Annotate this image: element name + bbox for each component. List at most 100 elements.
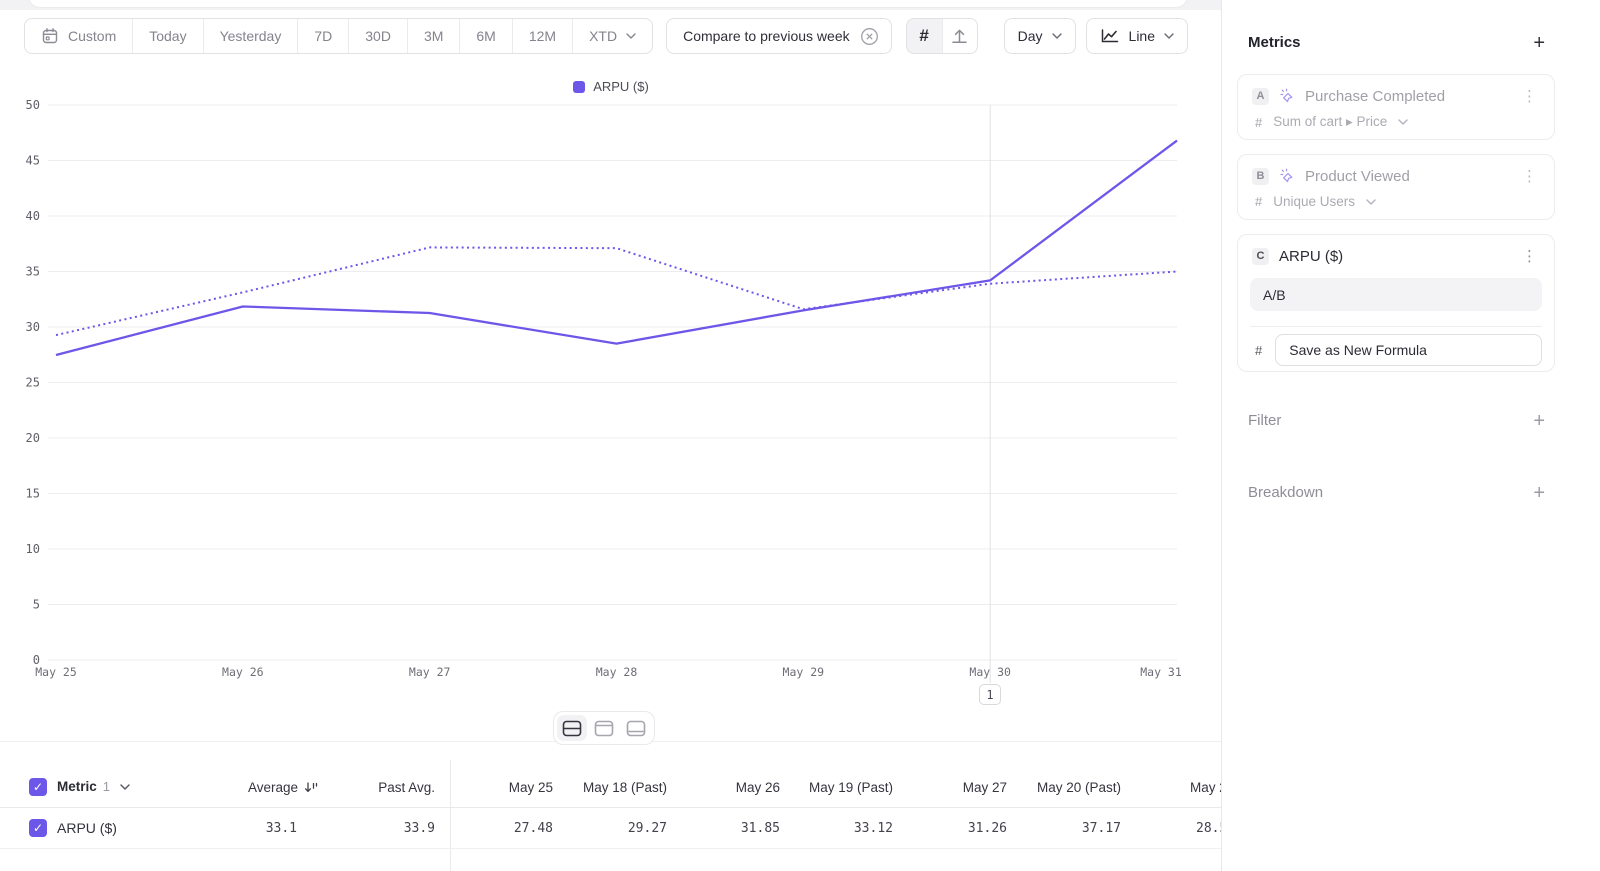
chart-display-toggles: #	[905, 18, 978, 54]
query-sidebar: Metrics + A Purchase Completed ⋮ # Sum o…	[1223, 0, 1600, 871]
chevron-down-icon	[1366, 198, 1376, 205]
chart-type-label: Line	[1128, 28, 1155, 44]
table-column-header: May 19 (Past)	[763, 766, 893, 808]
table-column-header: May 27	[877, 766, 1007, 808]
annotation-badge[interactable]: 1	[979, 684, 1001, 705]
table-cell: 33.12	[853, 821, 893, 836]
y-axis-tick-label: 10	[26, 542, 40, 556]
formula-actions-row: # Save as New Formula	[1255, 334, 1542, 366]
compare-chip[interactable]: Compare to previous week	[666, 18, 892, 54]
sort-descending-icon[interactable]	[304, 781, 319, 794]
x-axis-tick-label: May 27	[409, 665, 451, 679]
table-column-header[interactable]: Average	[165, 766, 319, 808]
metric-card-head: A Purchase Completed ⋮	[1238, 75, 1554, 105]
save-as-new-formula-button[interactable]: Save as New Formula	[1275, 334, 1542, 366]
table-cell: 27.48	[513, 821, 553, 836]
chart-type-dropdown[interactable]: Line	[1085, 18, 1188, 54]
bottom-bar-layout-icon	[626, 720, 646, 736]
chevron-down-icon	[1051, 33, 1062, 39]
metric-header-label: Metric	[57, 779, 97, 794]
hash-icon: #	[919, 26, 929, 45]
legend-swatch	[573, 80, 586, 93]
range-option-30d[interactable]: 30D	[349, 19, 408, 53]
range-option-today[interactable]: Today	[133, 19, 204, 53]
measure-type-icon: #	[1255, 194, 1263, 209]
y-axis-tick-label: 0	[33, 653, 40, 667]
table-only-toggle[interactable]	[621, 715, 651, 741]
split-view-toggle[interactable]	[557, 715, 587, 741]
table-cell: 33.1	[265, 821, 297, 836]
range-option-yesterday[interactable]: Yesterday	[204, 19, 299, 53]
measure-selector[interactable]: # Sum of cart ▸ Price	[1238, 105, 1554, 130]
range-option-label: 3M	[423, 28, 444, 44]
range-option-12m[interactable]: 12M	[513, 19, 574, 53]
add-metric-button[interactable]: +	[1533, 31, 1545, 54]
add-filter-button[interactable]: +	[1533, 409, 1545, 432]
more-options-icon[interactable]: ⋮	[1522, 248, 1538, 265]
x-axis-tick-label: May 31	[1140, 665, 1182, 679]
metric-card-c[interactable]: C ARPU ($) ⋮ A/B # Save as New Formula	[1237, 234, 1555, 372]
chevron-down-icon[interactable]	[120, 783, 130, 790]
measure-label: Unique Users	[1273, 194, 1356, 209]
column-header-label: May 26	[735, 779, 780, 795]
series-line-current	[55, 139, 1178, 357]
metrics-section-header: Metrics +	[1248, 31, 1545, 54]
table-cell: 29.27	[627, 821, 667, 836]
value-labels-toggle[interactable]: #	[906, 19, 942, 53]
formula-input[interactable]: A/B	[1250, 278, 1542, 311]
metric-title: Purchase Completed	[1305, 87, 1446, 105]
y-axis-tick-label: 45	[26, 154, 40, 168]
chart-only-toggle[interactable]	[589, 715, 619, 741]
x-axis-tick-label: May 26	[222, 665, 264, 679]
add-breakdown-button[interactable]: +	[1533, 481, 1545, 504]
range-option-xtd[interactable]: XTD	[573, 19, 652, 53]
measure-selector[interactable]: # Unique Users	[1238, 185, 1554, 209]
table-column-header: May 2	[1190, 766, 1221, 808]
table-column-header: May 25	[423, 766, 553, 808]
series-line-previous-period	[55, 246, 1178, 337]
range-option-3m[interactable]: 3M	[408, 19, 461, 53]
table-layout-toggles	[553, 711, 655, 745]
chart-canvas[interactable]: 0 5 10 15 20 25 30 35 40 45 50 May 25 May 26 May 27 Ma…	[0, 0, 1222, 871]
metric-card-head: B Product Viewed ⋮	[1238, 155, 1554, 185]
more-options-icon[interactable]: ⋮	[1522, 88, 1538, 105]
split-horizontal-icon	[562, 720, 582, 736]
metric-card-a[interactable]: A Purchase Completed ⋮ # Sum of cart ▸ P…	[1237, 74, 1555, 140]
metric-badge: B	[1252, 167, 1269, 185]
metric-card-b[interactable]: B Product Viewed ⋮ # Unique Users	[1237, 154, 1555, 220]
granularity-dropdown[interactable]: Day	[1003, 18, 1076, 54]
table-cell: 37.17	[1081, 821, 1121, 836]
metric-count: 1	[102, 779, 110, 794]
calendar-icon	[42, 28, 58, 44]
table-column-divider	[450, 760, 451, 871]
range-option-label: 7D	[314, 28, 333, 44]
chevron-down-icon	[626, 33, 636, 39]
more-options-icon[interactable]: ⋮	[1522, 168, 1538, 185]
compare-chip-label: Compare to previous week	[683, 28, 850, 44]
range-option-7d[interactable]: 7D	[298, 19, 350, 53]
event-sparkle-icon	[1280, 168, 1293, 183]
range-option-custom[interactable]: Custom	[25, 19, 134, 53]
range-option-label: 12M	[528, 28, 557, 44]
y-axis-tick-label: 30	[26, 320, 40, 334]
table-header: ✓ Metric 1 Average Past Avg. May 25 May 18 …	[0, 766, 1221, 808]
select-all-checkbox[interactable]: ✓	[29, 777, 47, 796]
table-column-header: May 20 (Past)	[991, 766, 1121, 808]
column-header-label: May 20 (Past)	[1036, 779, 1121, 795]
y-axis-tick-label: 15	[26, 487, 40, 501]
y-axis-tick-label: 5	[33, 598, 40, 612]
remove-compare-icon[interactable]	[860, 27, 879, 46]
y-axis-tick-label: 50	[26, 98, 40, 112]
metrics-title: Metrics	[1248, 34, 1301, 51]
range-option-6m[interactable]: 6M	[460, 19, 513, 53]
range-option-label: Yesterday	[219, 28, 282, 44]
column-header-label: May 25	[508, 779, 553, 795]
table-cell: 28.5	[1196, 821, 1221, 836]
row-checkbox[interactable]: ✓	[29, 819, 47, 837]
breakdown-title: Breakdown	[1248, 484, 1324, 501]
table-cell: 33.9	[403, 821, 435, 836]
column-header-label: May 27	[962, 779, 1007, 795]
x-axis-tick-label: May 28	[596, 665, 638, 679]
table-row: ✓ ARPU ($) 33.1 33.9 27.48 29.27 31.85 33.12 3…	[0, 808, 1221, 849]
annotations-toggle[interactable]	[941, 19, 977, 53]
